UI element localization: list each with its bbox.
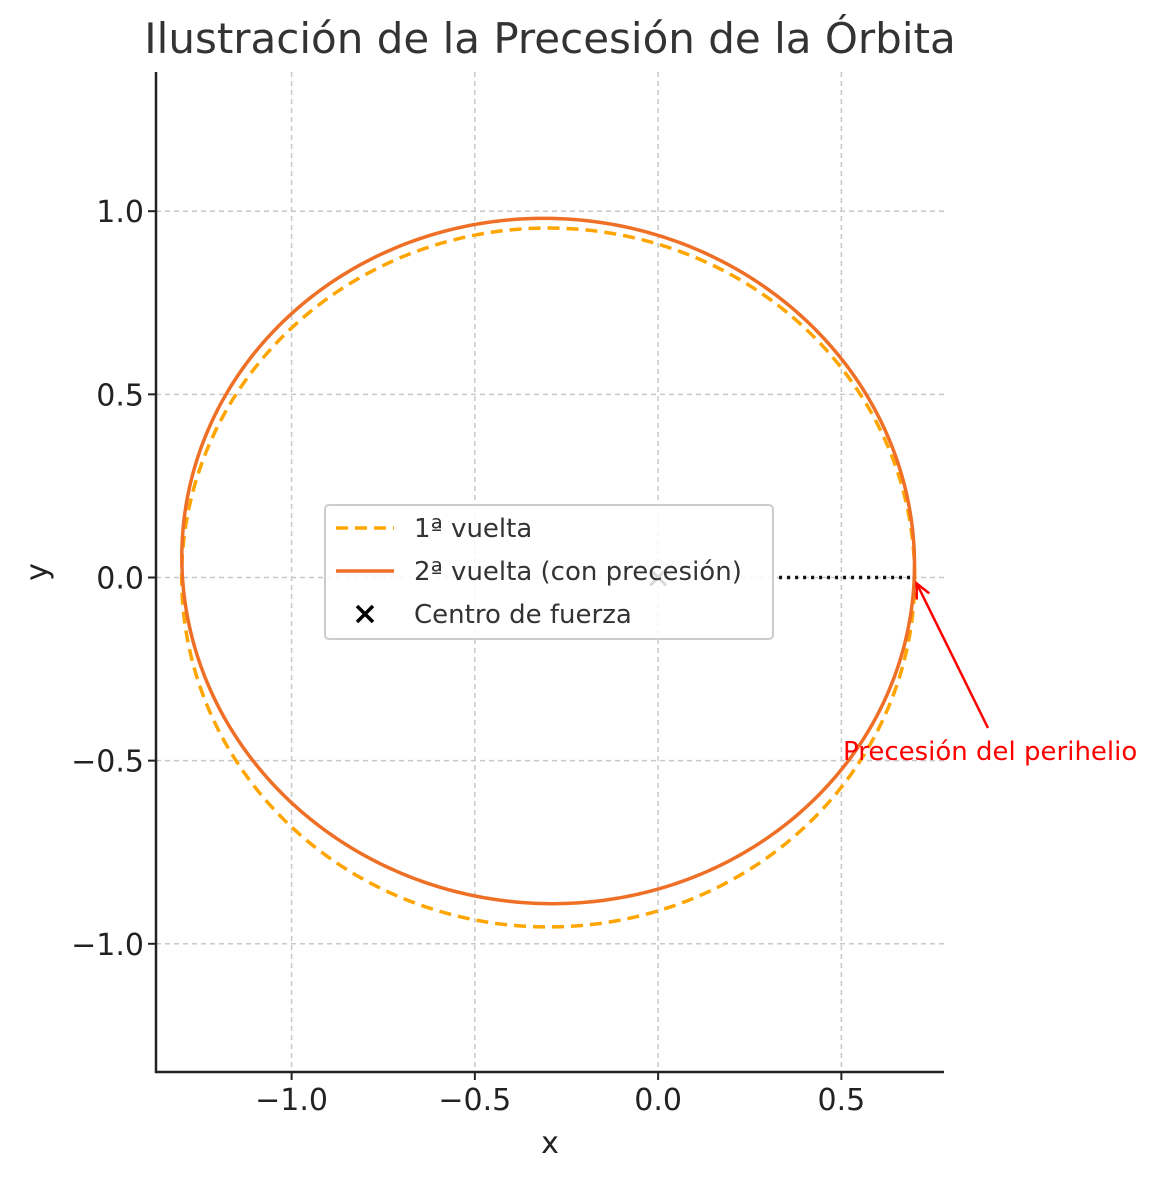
x-tick-label: −0.5 [438,1083,511,1118]
legend-label-force-center: Centro de fuerza [414,600,632,630]
y-axis-title: y [20,563,55,581]
y-tick-label: −1.0 [71,928,144,963]
x-tick-label: 0.0 [634,1083,682,1118]
annotation-label: Precesión del perihelio [843,737,1137,767]
orbit-second-turn [180,216,917,906]
legend: 1ª vuelta 2ª vuelta (con precesión) Cent… [324,504,774,640]
axes [148,72,944,1080]
y-tick-label: 1.0 [96,195,144,230]
annotation: Precesión del perihelio [843,580,1137,767]
chart-title: Ilustración de la Precesión de la Órbita [144,13,955,63]
x-tick-label: 0.5 [818,1083,866,1118]
x-axis-title: x [541,1126,559,1161]
y-tick-label: 0.5 [96,378,144,413]
annotation-arrow-head [915,580,931,600]
legend-swatch-force-center [355,604,375,624]
y-tick-label: −0.5 [71,745,144,780]
legend-label-second-orbit: 2ª vuelta (con precesión) [414,557,742,587]
legend-label-first-orbit: 1ª vuelta [414,514,532,544]
x-tick-label: −1.0 [255,1083,328,1118]
tick-labels: −1.0 −0.5 0.0 0.5 −1.0 −0.5 0.0 0.5 1.0 [71,195,865,1118]
y-tick-label: 0.0 [96,561,144,596]
annotation-arrow-line [915,582,990,729]
legend-frame [324,504,774,640]
